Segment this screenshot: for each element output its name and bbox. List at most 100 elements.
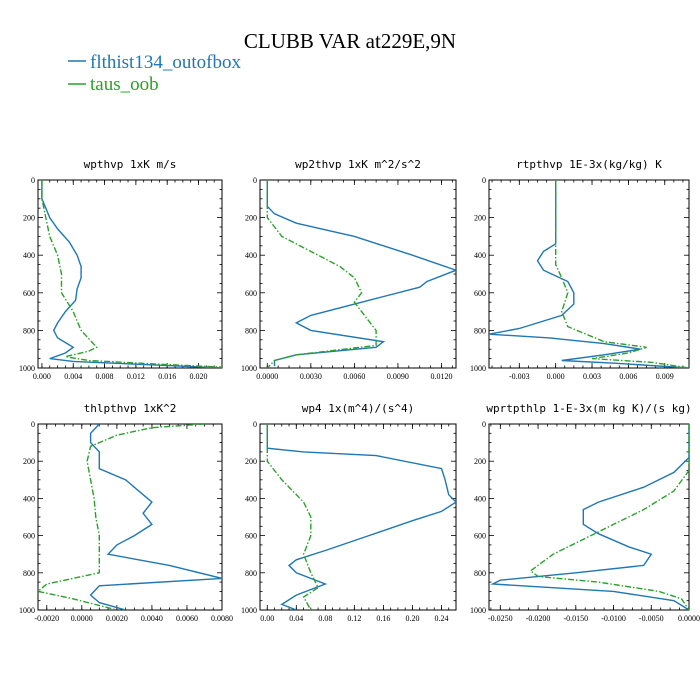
xtick-label-3-5: 0.0080: [211, 614, 233, 623]
xtick-label-2-3: 0.006: [619, 372, 637, 381]
ytick-label-0-0: 0: [31, 176, 35, 185]
legend: flthist134_outofbox taus_oob: [68, 52, 241, 95]
panel-title-2: rtpthvp 1E-3x(kg/kg) K: [516, 158, 662, 171]
xtick-label-1-1: 0.0030: [300, 372, 322, 381]
xtick-label-1-0: 0.0000: [256, 372, 278, 381]
ytick-label-2-0: 0: [482, 176, 486, 185]
series-line-taus-oob-2: [555, 180, 689, 368]
panel-5: wprtpthlp 1-E-3x(m kg K)/(s kg)0 200 400 60…: [470, 402, 700, 623]
panel-title-4: wp4 1x(m^4)/(s^4): [302, 402, 415, 415]
xtick-label-2-1: 0.000: [547, 372, 565, 381]
xtick-label-3-4: 0.0060: [176, 614, 198, 623]
xtick-label-0-0: 0.000: [33, 372, 51, 381]
xtick-label-0-4: 0.016: [158, 372, 176, 381]
ytick-label-4-1: 200: [245, 457, 257, 466]
panel-title-3: thlpthvp 1xK^2: [84, 402, 177, 415]
xtick-label-3-2: 0.0020: [106, 614, 128, 623]
ytick-label-1-5: 1000: [241, 364, 257, 373]
ytick-label-2-2: 400: [474, 251, 486, 260]
panel-3: thlpthvp 1xK^2 0 200 400 600 800 1000-0.0020 0.…: [19, 402, 233, 623]
xtick-label-2-0: -0.003: [509, 372, 530, 381]
ytick-label-2-3: 600: [474, 289, 486, 298]
panel-title-5: wprtpthlp 1-E-3x(m kg K)/(s kg): [486, 402, 691, 415]
ytick-label-1-1: 200: [245, 214, 257, 223]
xtick-label-4-2: 0.08: [318, 614, 332, 623]
plot-frame-2: [488, 179, 690, 369]
xtick-label-5-3: -0.0100: [601, 614, 626, 623]
series-line-taus-oob-1: [266, 180, 377, 368]
ytick-label-4-3: 600: [245, 532, 257, 541]
plot-frame-0: [37, 179, 223, 369]
xtick-label-5-2: -0.0150: [563, 614, 588, 623]
ytick-label-5-0: 0: [482, 420, 486, 429]
series-line-taus-oob-0: [41, 180, 222, 368]
xtick-label-0-5: 0.020: [190, 372, 208, 381]
xtick-label-1-4: 0.0120: [430, 372, 452, 381]
ytick-label-0-5: 1000: [19, 364, 35, 373]
ytick-label-2-5: 1000: [470, 364, 486, 373]
ytick-label-1-2: 400: [245, 251, 257, 260]
series-line-flthist134-1: [266, 180, 456, 367]
ytick-label-3-1: 200: [23, 457, 35, 466]
ytick-label-5-1: 200: [474, 457, 486, 466]
series-line-flthist134-3: [89, 424, 222, 610]
ytick-label-5-4: 800: [474, 569, 486, 578]
xtick-label-4-5: 0.20: [405, 614, 419, 623]
panel-title-0: wpthvp 1xK m/s: [84, 158, 177, 171]
xtick-label-3-0: -0.0020: [34, 614, 59, 623]
xtick-label-2-4: 0.009: [656, 372, 674, 381]
xtick-label-3-1: 0.0000: [71, 614, 93, 623]
xtick-label-1-2: 0.0060: [343, 372, 365, 381]
xtick-label-4-6: 0.24: [434, 614, 448, 623]
xtick-label-1-3: 0.0090: [387, 372, 409, 381]
ytick-label-1-0: 0: [253, 176, 257, 185]
plot-frame-4: [259, 423, 457, 611]
ytick-label-3-4: 800: [23, 569, 35, 578]
xtick-label-5-4: -0.0050: [639, 614, 664, 623]
ytick-label-3-3: 600: [23, 532, 35, 541]
series-line-taus-oob-4: [266, 424, 320, 610]
xtick-label-3-3: 0.0040: [141, 614, 163, 623]
xtick-label-4-3: 0.12: [347, 614, 361, 623]
ytick-label-2-4: 800: [474, 326, 486, 335]
xtick-label-5-5: 0.0000: [678, 614, 700, 623]
ytick-label-3-0: 0: [31, 420, 35, 429]
plot-frame-1: [259, 179, 457, 369]
panel-title-1: wp2thvp 1xK m^2/s^2: [295, 158, 421, 171]
ytick-label-3-2: 400: [23, 494, 35, 503]
xtick-label-0-1: 0.004: [64, 372, 82, 381]
xtick-label-4-1: 0.04: [289, 614, 303, 623]
xtick-label-4-0: 0.00: [260, 614, 274, 623]
figure-title: CLUBB VAR at229E,9N: [244, 29, 456, 53]
panel-2: rtpthvp 1E-3x(kg/kg) K 0 200 400 600 800 1000 -…: [470, 158, 690, 381]
legend-label-0: flthist134_outofbox: [90, 52, 241, 73]
legend-label-1: taus_oob: [90, 74, 159, 95]
ytick-label-4-5: 1000: [241, 606, 257, 615]
ytick-label-0-2: 400: [23, 251, 35, 260]
series-line-flthist134-5: [490, 424, 689, 610]
ytick-label-0-3: 600: [23, 289, 35, 298]
plot-frame-5: [488, 423, 690, 611]
series-line-flthist134-2: [489, 180, 689, 368]
xtick-label-4-4: 0.16: [376, 614, 390, 623]
series-line-taus-oob-3: [38, 424, 205, 610]
ytick-label-5-2: 400: [474, 494, 486, 503]
ytick-label-3-5: 1000: [19, 606, 35, 615]
ytick-label-4-4: 800: [245, 569, 257, 578]
xtick-label-0-2: 0.008: [96, 372, 114, 381]
xtick-label-5-1: -0.0200: [526, 614, 551, 623]
ytick-label-1-4: 800: [245, 326, 257, 335]
ytick-label-1-3: 600: [245, 289, 257, 298]
ytick-label-4-0: 0: [253, 420, 257, 429]
xtick-label-0-3: 0.012: [127, 372, 145, 381]
series-line-taus-oob-5: [529, 424, 689, 610]
panel-1: wp2thvp 1xK m^2/s^2020040060080010000.00…: [241, 158, 457, 381]
xtick-label-5-0: -0.0250: [488, 614, 513, 623]
ytick-label-4-2: 400: [245, 494, 257, 503]
ytick-label-5-5: 1000: [470, 606, 486, 615]
xtick-label-2-2: 0.003: [583, 372, 601, 381]
plot-frame-3: [37, 423, 223, 611]
